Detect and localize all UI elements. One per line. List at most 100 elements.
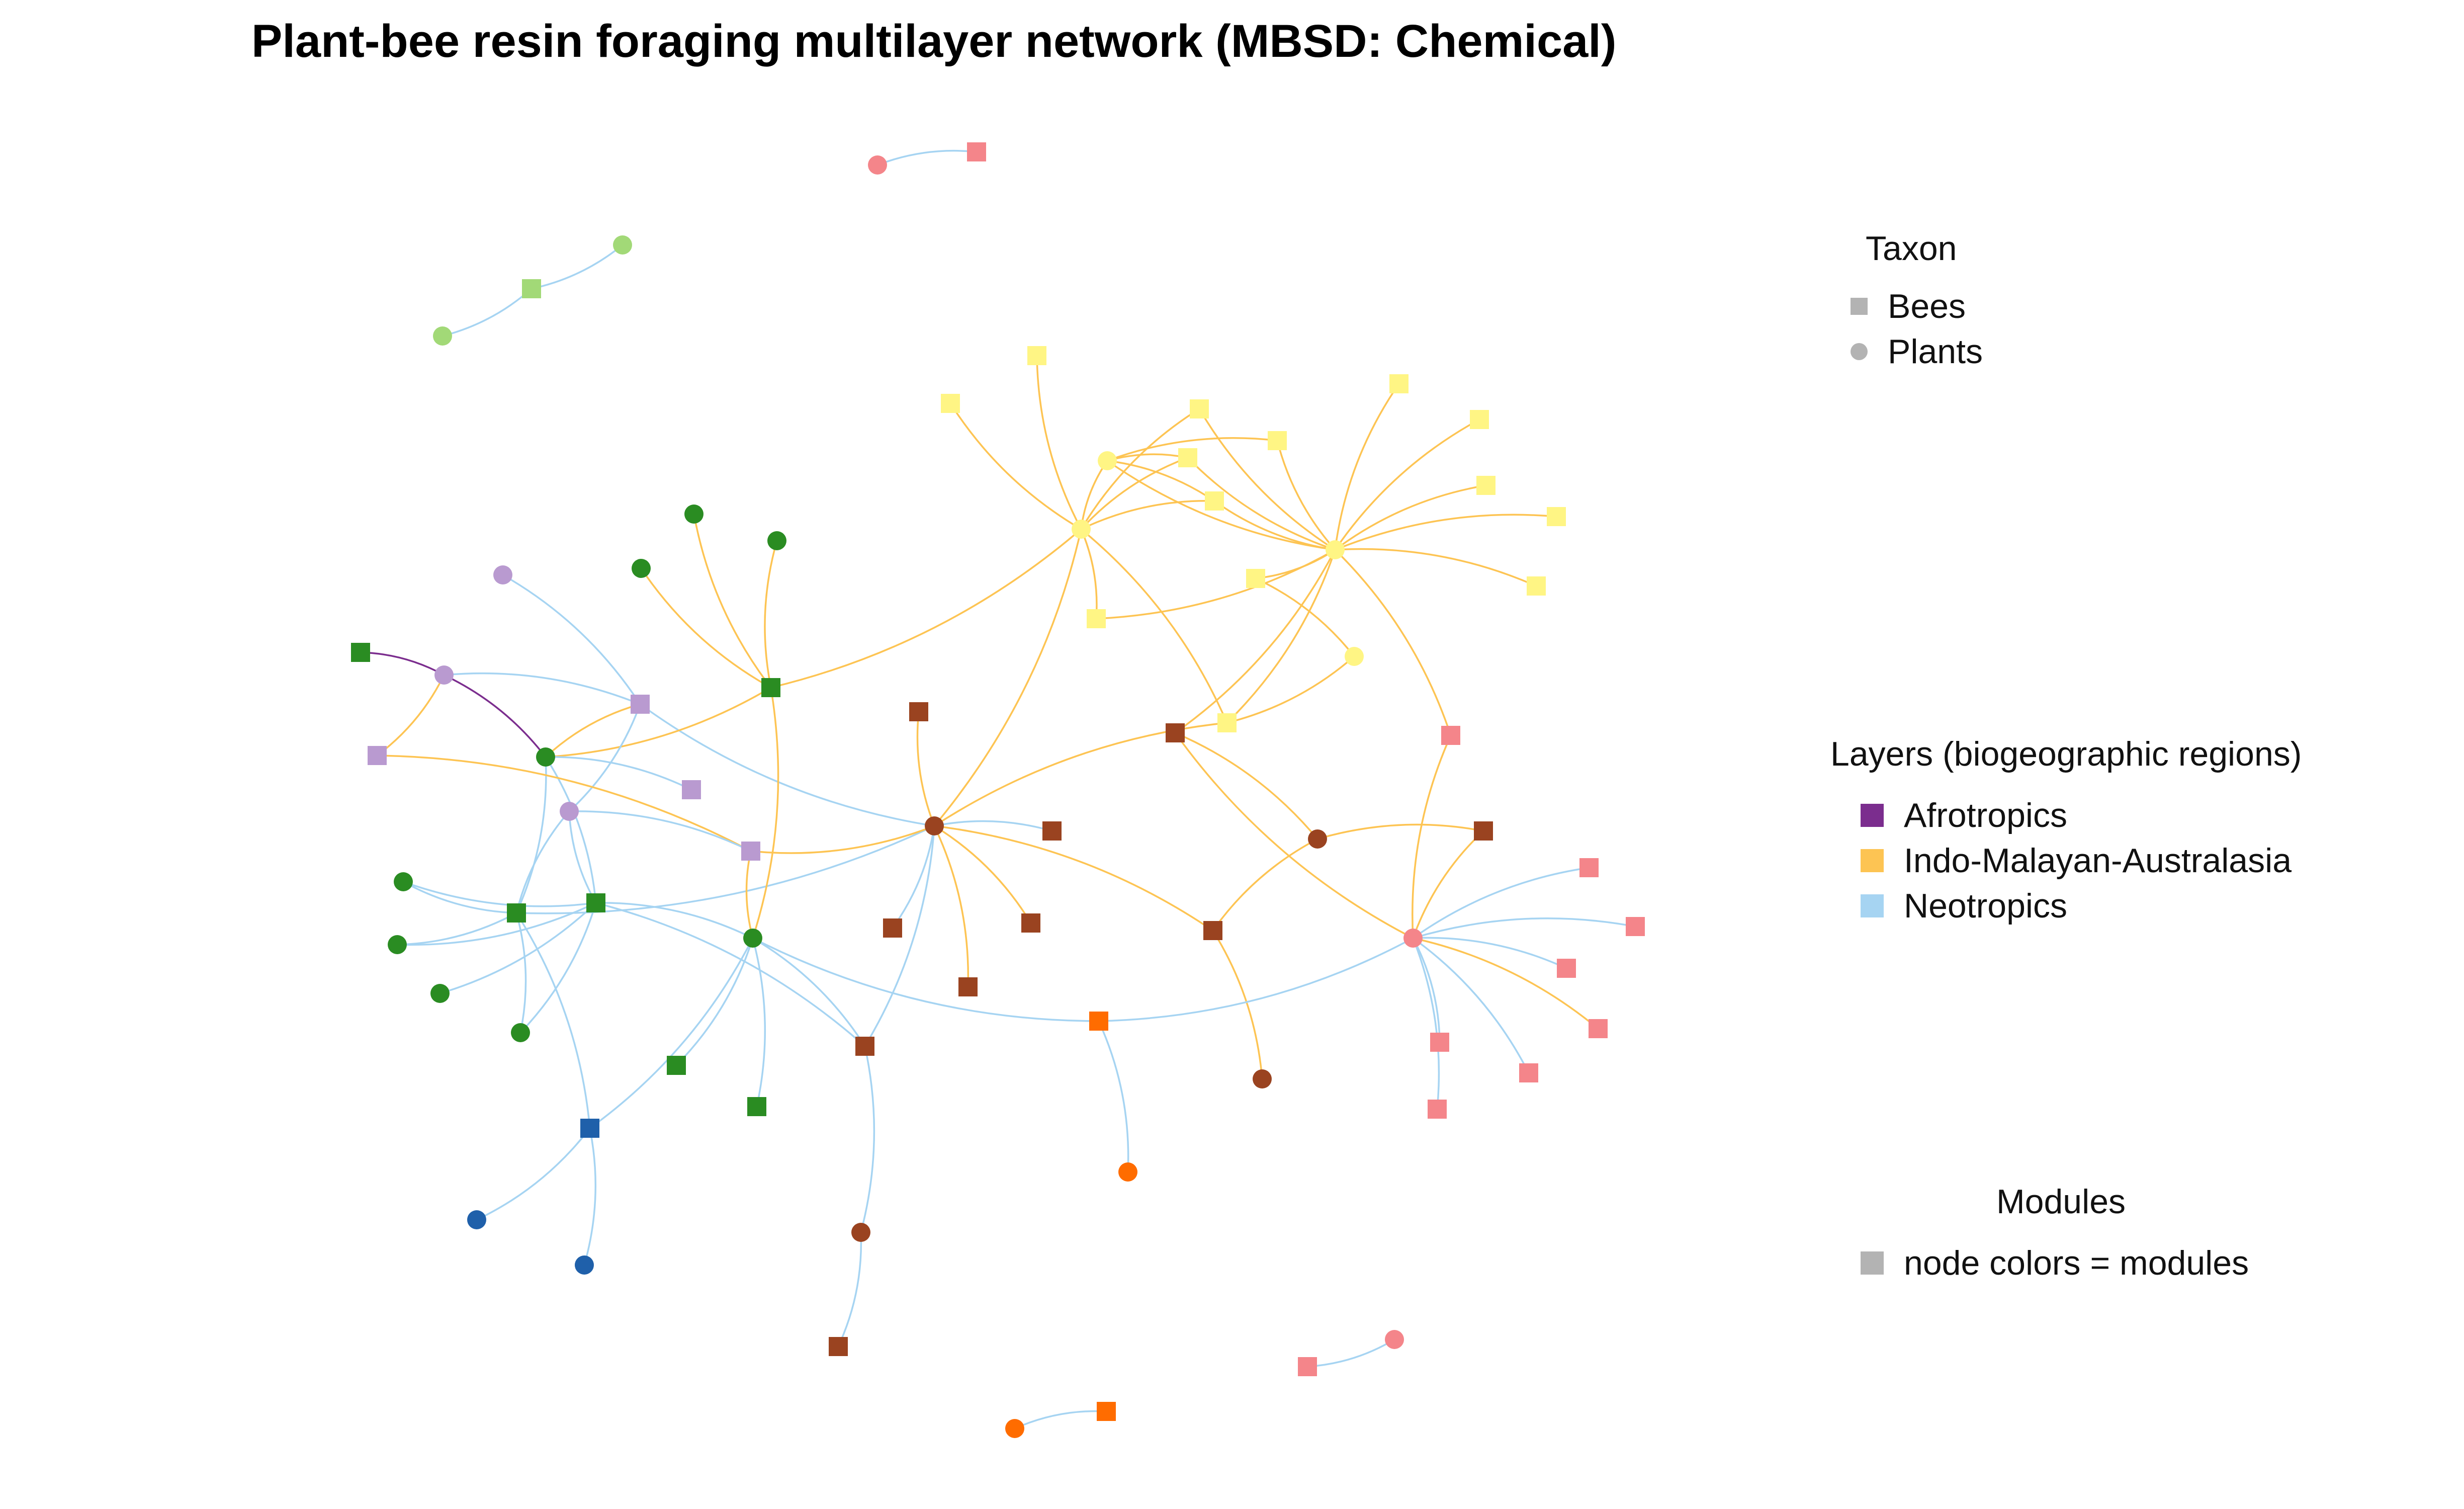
- legend-label-modules: node colors = modules: [1904, 1244, 2249, 1282]
- edge-indo: [764, 540, 778, 688]
- edge-indo: [1107, 453, 1188, 462]
- bee-node: [1097, 1402, 1116, 1421]
- bee-node: [1474, 821, 1493, 841]
- edge-indo: [1080, 529, 1098, 619]
- legend-item-neotropics: Neotropics: [1861, 886, 2067, 926]
- edge-neo: [531, 244, 624, 290]
- edge-neo: [1413, 937, 1567, 969]
- plant-node: [1345, 647, 1364, 666]
- edge-neo: [877, 149, 977, 166]
- edge-indo: [1334, 383, 1400, 550]
- plant-node: [388, 935, 407, 954]
- bee-node: [368, 746, 387, 765]
- edge-neo: [860, 1046, 875, 1233]
- edge-indo: [1212, 838, 1318, 932]
- plant-node: [560, 802, 579, 821]
- edge-neo: [397, 902, 596, 946]
- edge-neo: [1098, 1021, 1129, 1172]
- legend-layers-title: Layers (biogeographic regions): [1830, 735, 2302, 773]
- bee-node: [1268, 431, 1287, 450]
- edge-neo: [639, 703, 935, 827]
- edge-indo: [1317, 823, 1484, 840]
- edge-indo: [934, 825, 1032, 924]
- bee-node: [1389, 374, 1409, 393]
- circle-icon: [1851, 343, 1868, 360]
- edge-neo: [752, 937, 866, 1047]
- bee-node: [1557, 959, 1576, 978]
- legend-item-bees: Bees: [1851, 287, 1966, 326]
- bee-node: [1178, 448, 1197, 467]
- bee-node: [1428, 1100, 1447, 1119]
- bee-node: [580, 1119, 599, 1138]
- edge-indo: [1334, 418, 1480, 550]
- edge-afro: [444, 674, 547, 758]
- bee-node: [829, 1337, 848, 1356]
- edge-indo: [1187, 457, 1336, 551]
- edge-neo: [568, 704, 641, 812]
- edge-neo: [1098, 937, 1414, 1022]
- edge-neo: [502, 574, 641, 705]
- bee-node: [1021, 913, 1040, 933]
- edge-neo: [515, 912, 591, 1129]
- edge-neo: [1412, 867, 1590, 939]
- legend-taxon-title: Taxon: [1866, 229, 1957, 268]
- edge-neo: [545, 757, 597, 903]
- edge-indo: [1107, 460, 1215, 502]
- edge-indo: [1412, 830, 1484, 939]
- legend-item-indo-malayan: Indo-Malayan-Australasia: [1861, 841, 2292, 880]
- legend-item-plants: Plants: [1851, 332, 1983, 371]
- edge-indo: [949, 403, 1082, 530]
- edge-indo: [693, 514, 772, 689]
- edge-indo: [750, 825, 935, 854]
- edge-neo: [1412, 937, 1530, 1073]
- legend-label-bees: Bees: [1888, 287, 1966, 325]
- bee-node: [1246, 569, 1265, 588]
- edge-indo: [916, 711, 935, 826]
- plant-node: [743, 929, 762, 948]
- plant-node: [434, 665, 454, 685]
- edge-indo: [640, 568, 771, 689]
- bee-node: [682, 780, 701, 799]
- bee-node: [1089, 1012, 1108, 1031]
- chart-title: Plant-bee resin foraging multilayer netw…: [251, 16, 1617, 67]
- bee-node: [667, 1056, 686, 1075]
- bee-node: [1626, 917, 1645, 936]
- edge-neo: [595, 902, 866, 1047]
- edge-neo: [864, 825, 935, 1047]
- square-icon: [1861, 849, 1884, 872]
- edge-indo: [1174, 549, 1336, 734]
- plant-node: [1118, 1162, 1137, 1182]
- plant-node: [1072, 520, 1091, 539]
- edge-indo: [1255, 549, 1336, 579]
- edge-neo: [1412, 938, 1441, 1043]
- edge-neo: [519, 902, 597, 1034]
- bee-node: [1027, 346, 1046, 365]
- plant-node: [632, 559, 651, 578]
- plant-node: [851, 1223, 870, 1242]
- bee-node: [855, 1037, 874, 1056]
- legend-label-neotropics: Neotropics: [1904, 887, 2068, 925]
- edge-indo: [1175, 732, 1318, 840]
- bee-node: [1087, 609, 1106, 628]
- edge-neo: [545, 756, 692, 791]
- edge-indo: [545, 687, 771, 758]
- plant-node: [1005, 1419, 1024, 1438]
- bee-node: [1589, 1019, 1608, 1038]
- edge-neo: [569, 810, 751, 852]
- plant-node: [536, 747, 555, 767]
- edge-indo: [745, 851, 754, 939]
- legend-label-plants: Plants: [1888, 332, 1983, 371]
- edge-indo: [1276, 440, 1336, 551]
- edge-neo: [397, 912, 517, 946]
- bee-node: [507, 903, 526, 923]
- edge-neo: [675, 938, 754, 1066]
- bee-node: [586, 893, 605, 912]
- bee-node: [1166, 723, 1185, 742]
- bee-node: [761, 678, 780, 697]
- bee-node: [967, 142, 986, 161]
- bee-node: [1217, 713, 1237, 732]
- edge-indo: [934, 825, 1213, 932]
- edge-indo: [545, 703, 641, 758]
- bee-node: [1519, 1063, 1538, 1082]
- bee-node: [1042, 821, 1062, 841]
